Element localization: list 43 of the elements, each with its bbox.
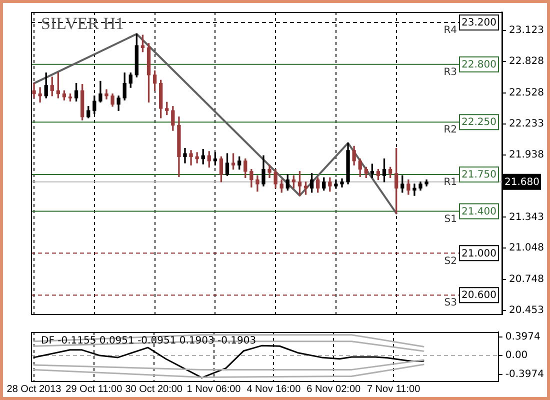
x-tick-label: 4 Nov 16:00 [246,384,302,395]
y-tick-label: 21.048 [509,242,544,254]
annotation: R2 [444,124,458,136]
y-tick-label: 21.343 [509,212,544,223]
ref-line-label: 22.250 [462,117,497,128]
ref-line-label: 21.680 [504,176,540,188]
x-tick-label: 7 Nov 11:00 [366,384,421,395]
x-tick-label: 30 Oct 20:00 [125,384,183,395]
chart-title: DF -0.1155 0.0951 -0.0951 0.1903 -0.1903 [41,336,256,347]
candlestick [189,150,193,166]
x-tick-label: 6 Nov 02:00 [306,384,362,395]
y-tick-label: 21.938 [509,149,544,160]
y-tick-label: 20.453 [509,305,544,316]
chart-title: SILVER H1 [41,14,124,33]
candlestick [183,148,187,164]
candlestick [104,89,108,100]
x-tick-label: 28 Oct 2013 [6,384,62,395]
annotation: R1 [444,177,458,188]
ref-line-label: 23.200 [462,18,497,29]
ref-line-label: 20.600 [462,290,497,302]
annotation: R4 [444,25,458,36]
ref-line-label: 21.750 [462,170,497,181]
y-tick-label: 0.00 [505,350,528,362]
y-tick-label: 22.528 [509,88,544,99]
y-tick-label: 22.233 [509,118,544,130]
annotation: S2 [444,256,458,267]
y-tick-label: 20.748 [509,274,544,286]
annotation: R3 [444,67,458,78]
x-tick-label: 29 Oct 11:00 [66,384,123,395]
y-tick-label: -0.3974 [505,368,544,380]
candlestick [38,87,42,103]
x-tick-label: 1 Nov 06:00 [186,384,242,395]
y-tick-label: 0.3974 [505,331,540,342]
ref-line-label: 21.400 [462,206,497,218]
candlestick [32,82,36,98]
annotation: S1 [444,214,458,225]
candlestick [412,184,416,196]
y-tick-label: 22.828 [509,56,544,68]
candlestick [195,152,199,164]
annotation: S3 [444,298,458,309]
ref-line-label: 22.800 [462,60,497,71]
y-tick-label: 23.123 [509,25,544,36]
ref-line-label: 21.000 [462,248,497,260]
